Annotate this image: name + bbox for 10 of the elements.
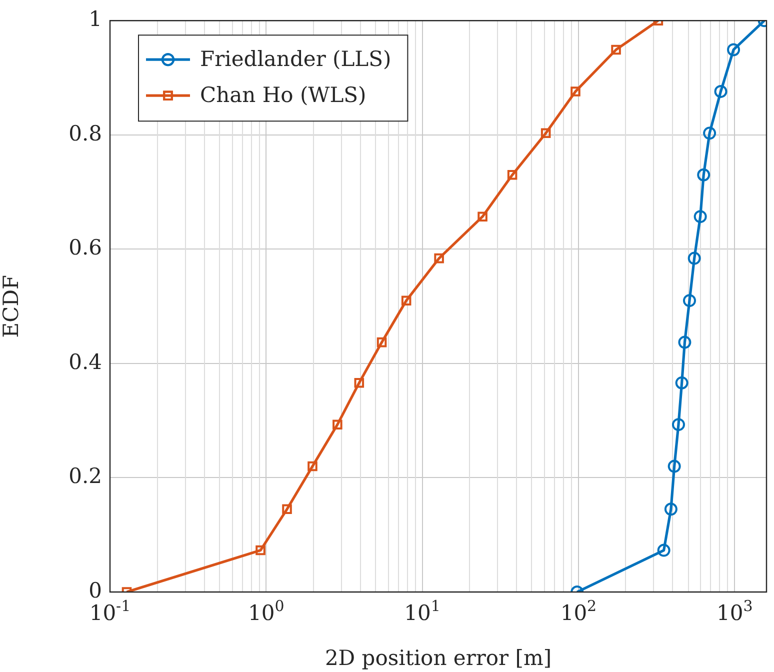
y-tick-label: 0 bbox=[88, 578, 102, 602]
y-tick-label: 0.6 bbox=[68, 236, 102, 260]
y-tick-label: 1 bbox=[88, 7, 102, 32]
y-axis-title: ECDF bbox=[0, 274, 24, 338]
y-tick-label: 0.2 bbox=[68, 464, 102, 488]
y-tick-label: 0.4 bbox=[68, 350, 102, 374]
x-axis-title: 2D position error [m] bbox=[324, 646, 552, 670]
legend-label: Friedlander (LLS) bbox=[200, 47, 392, 72]
y-tick-label: 0.8 bbox=[68, 121, 102, 146]
legend-label: Chan Ho (WLS) bbox=[200, 83, 366, 108]
